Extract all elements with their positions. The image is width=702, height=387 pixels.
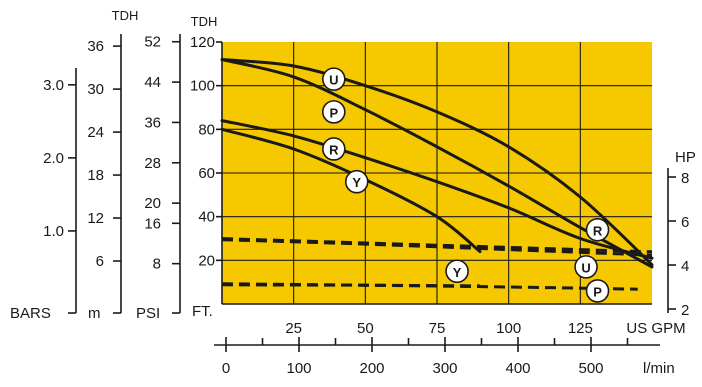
x-tick-label-gpm: 125 — [568, 320, 593, 337]
x-axis-unit-gpm: US GPM — [626, 320, 685, 337]
marker-circle — [445, 259, 469, 284]
marker-circle — [585, 217, 610, 242]
ft-tick-label: 120 — [190, 34, 215, 51]
curve-marker-u: U — [321, 67, 346, 91]
head-curve-r — [220, 119, 654, 260]
gridlines — [222, 42, 652, 304]
psi-tick-label: 52 — [144, 34, 161, 51]
x2-tick-label: 200 — [359, 360, 384, 377]
head-curve-p — [220, 58, 654, 269]
hp-tick-label: 2 — [681, 302, 689, 319]
marker-label: U — [329, 73, 338, 88]
curve-marker-y: Y — [445, 259, 469, 284]
hp-curve-y — [221, 283, 481, 288]
marker-circle — [321, 137, 346, 161]
ft-tick-label: 100 — [190, 78, 215, 95]
marker-label: Y — [352, 175, 361, 190]
marker-circle — [574, 255, 598, 279]
curve-marker-p: P — [585, 279, 610, 303]
hp-curve-u — [221, 237, 653, 254]
curve-marker-r: R — [321, 137, 346, 161]
axis-labels: 25 50 75 100 125 US GPM 0 100 200 300 400 500 l/min 2… — [10, 8, 696, 377]
psi-tick-label: 44 — [144, 74, 161, 91]
marker-label: P — [593, 284, 602, 299]
m-tick-label: 18 — [87, 167, 104, 184]
x2-axis-unit: l/min — [643, 360, 675, 377]
marker-label: R — [593, 223, 603, 238]
axes — [68, 34, 676, 352]
bars-tick-label: 1.0 — [43, 223, 64, 240]
marker-label: R — [329, 142, 339, 157]
hp-tick-label: 8 — [681, 170, 689, 187]
curve-marker-r: R — [585, 217, 610, 242]
psi-tick-label: 28 — [144, 155, 161, 172]
curve-marker-p: P — [321, 100, 346, 124]
head-curve-u — [220, 58, 654, 267]
ft-tick-label: 20 — [198, 252, 215, 269]
ft-tick-label: 60 — [198, 165, 215, 182]
hp-curve-p — [221, 282, 638, 291]
hp-tick-label: 6 — [681, 214, 689, 231]
psi-tick-label: 16 — [144, 215, 161, 232]
bars-tick-label: 3.0 — [43, 77, 64, 94]
hp-axis-unit: HP — [675, 149, 696, 166]
bars-tick-label: 2.0 — [43, 150, 64, 167]
psi-tick-label: 8 — [153, 256, 161, 273]
hp-curve-r — [221, 238, 653, 257]
x-tick-label-gpm: 100 — [496, 320, 521, 337]
marker-label: P — [329, 105, 338, 120]
marker-label: U — [581, 260, 590, 275]
ft-tick-label: 40 — [198, 209, 215, 226]
psi-tick-label: 20 — [144, 195, 161, 212]
ft-tick-label: 80 — [198, 121, 215, 138]
x-tick-label-gpm: 75 — [429, 320, 446, 337]
x-tick-label-gpm: 50 — [357, 320, 374, 337]
bars-axis-unit: BARS — [10, 305, 51, 322]
marker-circle — [321, 67, 346, 91]
m-axis-unit: m — [88, 305, 101, 322]
x-tick-label-gpm: 25 — [285, 320, 302, 337]
m-tick-label: 30 — [87, 81, 104, 98]
x2-tick-label: 0 — [222, 360, 230, 377]
tdh-header-m: TDH — [112, 8, 139, 23]
x2-tick-label: 300 — [432, 360, 457, 377]
marker-circle — [585, 279, 610, 303]
psi-tick-label: 36 — [144, 114, 161, 131]
marker-circle — [344, 169, 369, 194]
curve-marker-y: Y — [344, 169, 369, 194]
x2-tick-label: 500 — [578, 360, 603, 377]
psi-axis-unit: PSI — [136, 305, 160, 322]
tdh-header-ft: TDH — [191, 14, 218, 29]
marker-label: Y — [453, 265, 462, 280]
m-tick-label: 6 — [96, 253, 104, 270]
m-tick-label: 24 — [87, 124, 104, 141]
hp-tick-label: 4 — [681, 258, 689, 275]
m-tick-label: 36 — [87, 38, 104, 55]
curve-marker-u: U — [574, 255, 598, 279]
x2-tick-label: 400 — [505, 360, 530, 377]
ft-axis-unit: FT. — [192, 303, 213, 320]
m-tick-label: 12 — [87, 210, 104, 227]
hp-curves — [221, 237, 653, 291]
marker-circle — [321, 100, 346, 124]
x2-tick-label: 100 — [286, 360, 311, 377]
